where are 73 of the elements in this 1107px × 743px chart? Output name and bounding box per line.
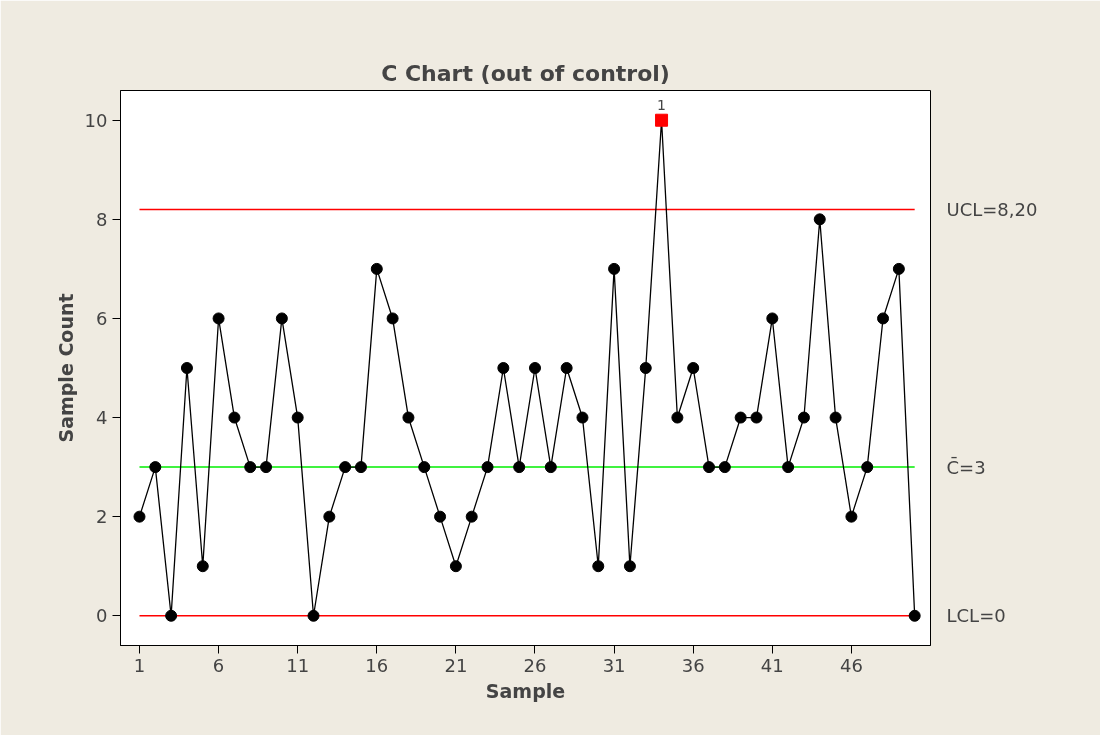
x-tick-label: 16	[365, 654, 389, 676]
point	[149, 461, 162, 474]
x-tick-label: 26	[523, 654, 547, 676]
point	[829, 411, 842, 424]
x-tick-label: 31	[602, 654, 626, 676]
y-tick-label: 4	[96, 407, 108, 429]
point	[703, 461, 716, 474]
ref-line-label: LCL=0	[946, 605, 1006, 627]
point	[528, 362, 541, 374]
point	[465, 510, 478, 523]
point	[165, 609, 178, 622]
point	[623, 560, 636, 573]
point	[608, 262, 621, 275]
point	[307, 609, 320, 622]
point	[655, 113, 669, 127]
chart-title: C Chart (out of control)	[381, 60, 670, 86]
point	[766, 312, 779, 325]
point	[133, 510, 146, 523]
ref-line-label: UCL=8,20	[946, 198, 1038, 220]
point	[180, 362, 193, 374]
point	[370, 262, 383, 275]
point	[449, 560, 462, 573]
point	[497, 362, 510, 374]
point	[339, 461, 352, 474]
point	[908, 609, 921, 622]
point	[434, 510, 447, 523]
point	[813, 213, 826, 226]
point	[877, 312, 890, 325]
point	[687, 362, 700, 374]
y-tick-label: 6	[96, 307, 108, 329]
point	[291, 411, 304, 424]
point	[212, 312, 225, 325]
point	[228, 411, 241, 424]
point	[782, 461, 795, 474]
x-tick-label: 46	[839, 654, 863, 676]
point	[845, 510, 858, 523]
y-tick-label: 10	[84, 109, 108, 131]
x-axis-title: Sample	[485, 679, 566, 702]
point	[671, 411, 684, 424]
point	[750, 411, 763, 424]
x-tick-label: 41	[760, 654, 784, 676]
point	[560, 362, 573, 374]
y-tick-label: 0	[96, 605, 108, 627]
point	[513, 461, 526, 474]
y-axis-title: Sample Count	[54, 293, 77, 443]
point	[386, 312, 399, 325]
point	[402, 411, 415, 424]
point	[592, 560, 605, 573]
point	[260, 461, 273, 474]
point	[544, 461, 557, 474]
y-tick-label: 2	[96, 506, 108, 528]
point	[861, 461, 874, 474]
point	[639, 362, 652, 374]
point	[481, 461, 494, 474]
point	[576, 411, 589, 424]
x-tick-label: 6	[212, 654, 225, 676]
point	[718, 461, 731, 474]
x-tick-label: 1	[133, 654, 146, 676]
point	[418, 461, 431, 474]
point	[354, 461, 367, 474]
point	[323, 510, 336, 523]
x-tick-label: 21	[444, 654, 468, 676]
point	[892, 262, 905, 275]
ref-line-label: C̄=3	[946, 456, 986, 478]
point	[797, 411, 810, 424]
annotation: 1	[657, 97, 667, 114]
point	[275, 312, 288, 325]
point	[734, 411, 747, 424]
x-tick-label: 36	[681, 654, 705, 676]
x-tick-label: 11	[286, 654, 310, 676]
y-tick-label: 8	[96, 208, 108, 230]
point	[244, 461, 257, 474]
point	[196, 560, 209, 573]
